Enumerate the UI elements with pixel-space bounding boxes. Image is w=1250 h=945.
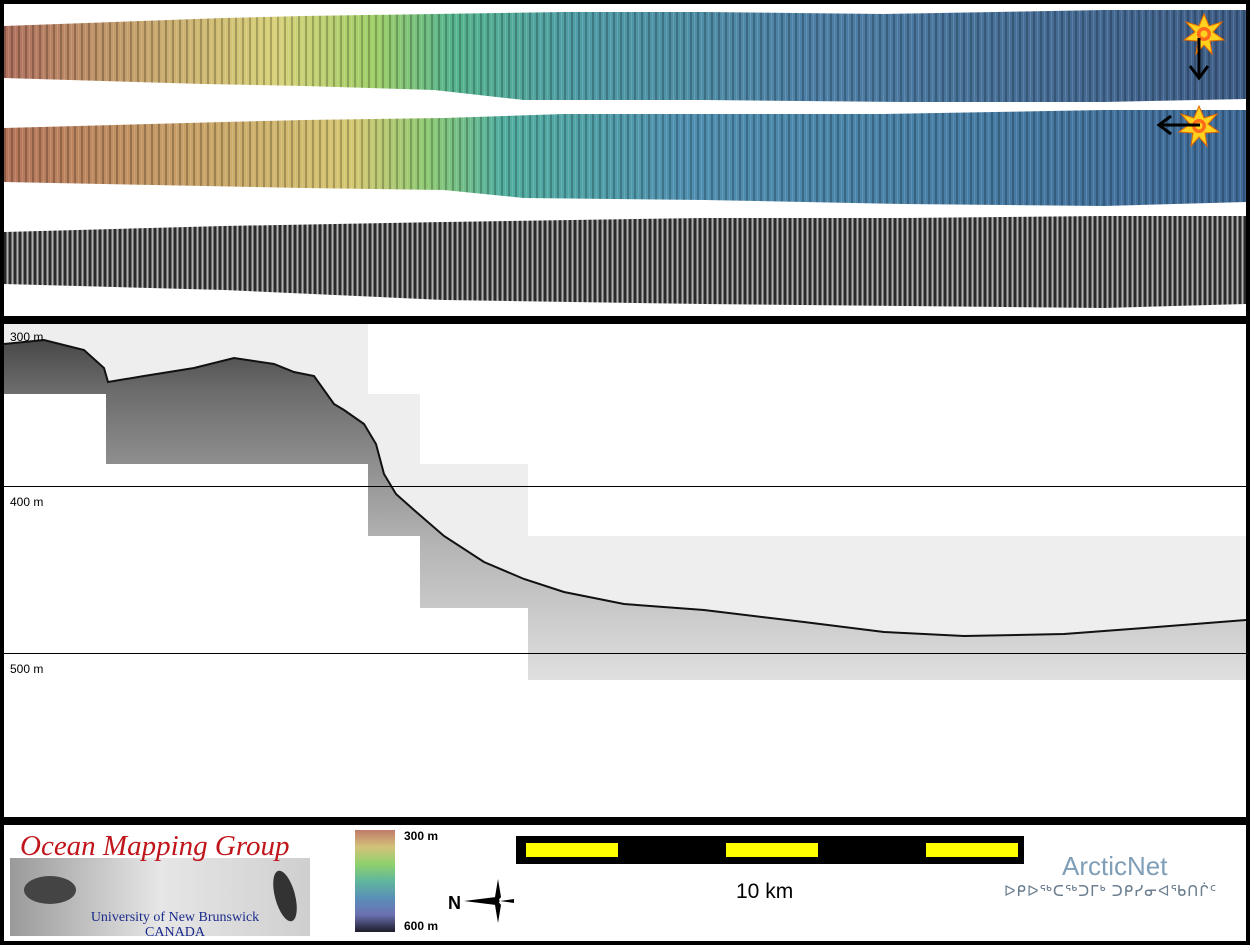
arrow-left-icon [1156,114,1200,136]
depth-line-400 [4,486,1246,487]
colorbar-top-label: 300 m [404,829,439,843]
depth-label-500: 500 m [10,662,44,676]
omg-title: Ocean Mapping Group [20,830,290,862]
legend-panel: Ocean Mapping Group University of New Br… [4,825,1246,941]
depth-line-500 [4,653,1246,654]
swath-panel [4,4,1246,316]
scale-bar [516,836,1024,864]
scale-label: 10 km [736,880,794,903]
arrow-down-icon [1188,38,1210,81]
colorbar-bottom-label: 600 m [404,919,439,933]
north-arrow-icon: N [444,873,520,929]
omg-country: CANADA [145,925,205,940]
depth-label-400: 400 m [10,495,44,509]
swath-strip-3 [4,216,1246,308]
sun-illumination-icon [1182,12,1226,56]
arcticnet-logo: ArcticNet [1062,851,1168,881]
arcticnet-syllabics: ᐅᑭᐅᖅᑕᖅᑐᒥᒃ ᑐᑭᓯᓂᐊᖃᑎᒌᑦ [1004,883,1218,900]
subbottom-profile-panel: 300 m 400 m 500 m [4,324,1246,817]
omg-subtitle: University of New Brunswick CANADA [80,910,270,940]
depth-colorbar [355,830,395,932]
seabed-reflector [4,340,1246,680]
omg-university: University of New Brunswick [90,910,260,925]
depth-label-300: 300 m [10,330,44,344]
north-label: N [448,893,461,913]
ocean-mapping-group-logo: Ocean Mapping Group University of New Br… [10,828,310,940]
